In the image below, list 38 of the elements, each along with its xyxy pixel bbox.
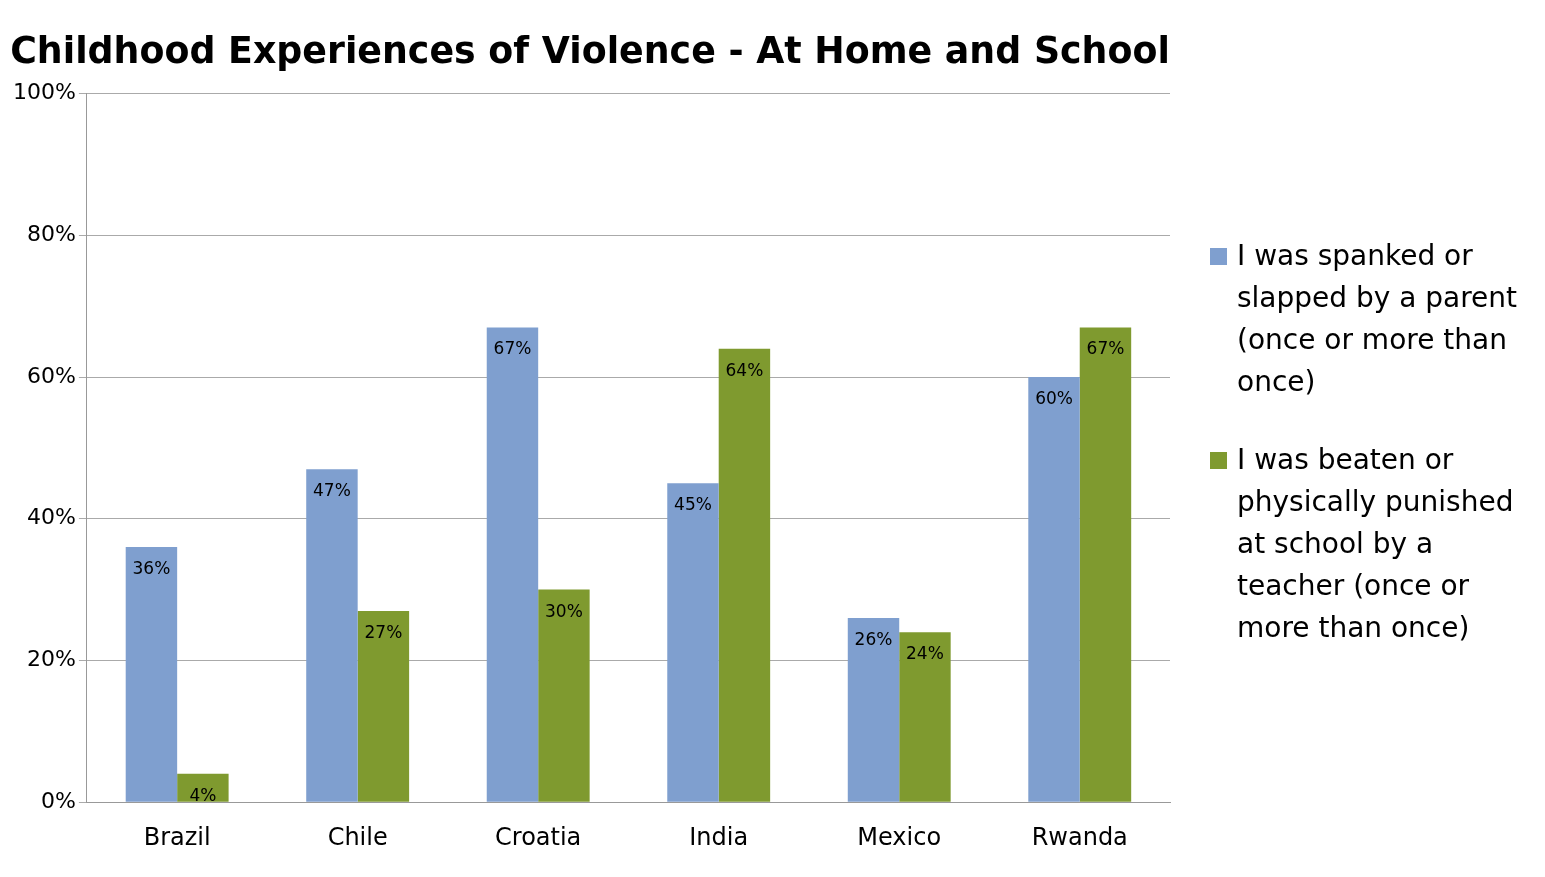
data-label: 64% [725, 359, 764, 380]
chart-title: Childhood Experiences of Violence - At Home and School [10, 26, 1170, 72]
x-tick-label: Chile [327, 822, 388, 851]
bar [1079, 327, 1132, 802]
x-tick-label: Mexico [857, 822, 942, 851]
x-tick-label: Rwanda [1031, 822, 1128, 851]
data-label: 36% [132, 558, 171, 579]
y-tick-label: 20% [26, 646, 76, 672]
data-label: 24% [906, 643, 944, 664]
bar [667, 483, 719, 802]
data-label: 30% [545, 600, 583, 621]
y-tick-label: 60% [26, 362, 76, 388]
bar [357, 610, 410, 802]
bar [486, 327, 539, 802]
x-tick-label: India [689, 822, 749, 851]
y-tick-label: 0% [40, 787, 76, 813]
data-label: 26% [854, 628, 893, 649]
y-tick-label: 100% [12, 79, 76, 105]
y-tick-label: 80% [26, 221, 76, 247]
x-tick-label: Croatia [495, 822, 582, 851]
legend-label: I was beaten or physically punished at school by a teacher (once or more than once) [1237, 442, 1515, 646]
data-label: 4% [189, 784, 217, 805]
data-label: 45% [674, 494, 712, 515]
data-label: 27% [364, 621, 403, 642]
bar [538, 589, 590, 802]
bar [847, 617, 900, 802]
data-label: 60% [1035, 387, 1073, 408]
y-tick-label: 40% [26, 504, 76, 530]
legend-label: I was spanked or slapped by a parent (once or more than once) [1237, 238, 1519, 400]
data-label: 67% [493, 338, 532, 359]
x-tick-label: Brazil [143, 822, 211, 851]
data-label: 67% [1086, 338, 1125, 359]
bar [125, 547, 178, 802]
data-label: 47% [313, 480, 351, 501]
bar [718, 348, 771, 802]
bar [306, 469, 358, 802]
bar [1028, 377, 1080, 802]
bar [899, 632, 951, 802]
